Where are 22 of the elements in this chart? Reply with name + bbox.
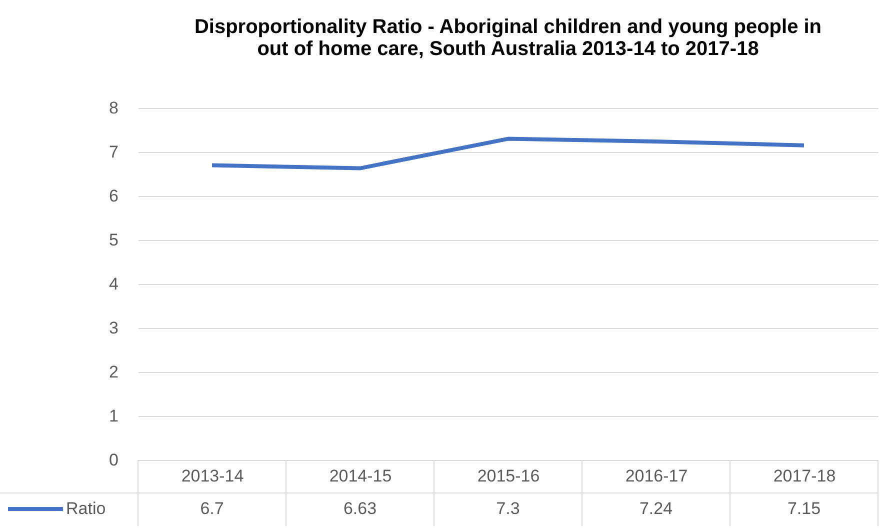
y-tick-label: 1 <box>109 406 118 426</box>
x-tick-label: 2015-16 <box>477 466 540 486</box>
data-label: 6.7 <box>200 499 224 518</box>
y-tick-label: 8 <box>109 98 118 118</box>
y-tick-label: 4 <box>109 274 118 294</box>
y-tick-label: 6 <box>109 186 118 206</box>
legend-label: Ratio <box>66 499 106 518</box>
data-label: 7.3 <box>496 499 520 518</box>
data-label: 6.63 <box>343 499 377 518</box>
chart-title: Disproportionality Ratio - Aboriginal children and young people in out of home care, South Australia 2013-14 to 2017-18 <box>194 16 822 60</box>
data-label: 7.15 <box>787 499 821 518</box>
line-series <box>210 136 806 170</box>
x-tick-label: 2016-17 <box>625 466 688 486</box>
y-tick-label: 0 <box>109 450 118 470</box>
x-tick-label: 2013-14 <box>181 466 244 486</box>
data-label: 7.24 <box>639 499 673 518</box>
x-tick-label: 2017-18 <box>773 466 836 486</box>
y-tick-label: 7 <box>109 142 118 162</box>
x-tick-label: 2014-15 <box>329 466 392 486</box>
y-tick-label: 2 <box>109 362 118 382</box>
y-tick-label: 3 <box>109 318 118 338</box>
y-tick-label: 5 <box>109 230 118 250</box>
